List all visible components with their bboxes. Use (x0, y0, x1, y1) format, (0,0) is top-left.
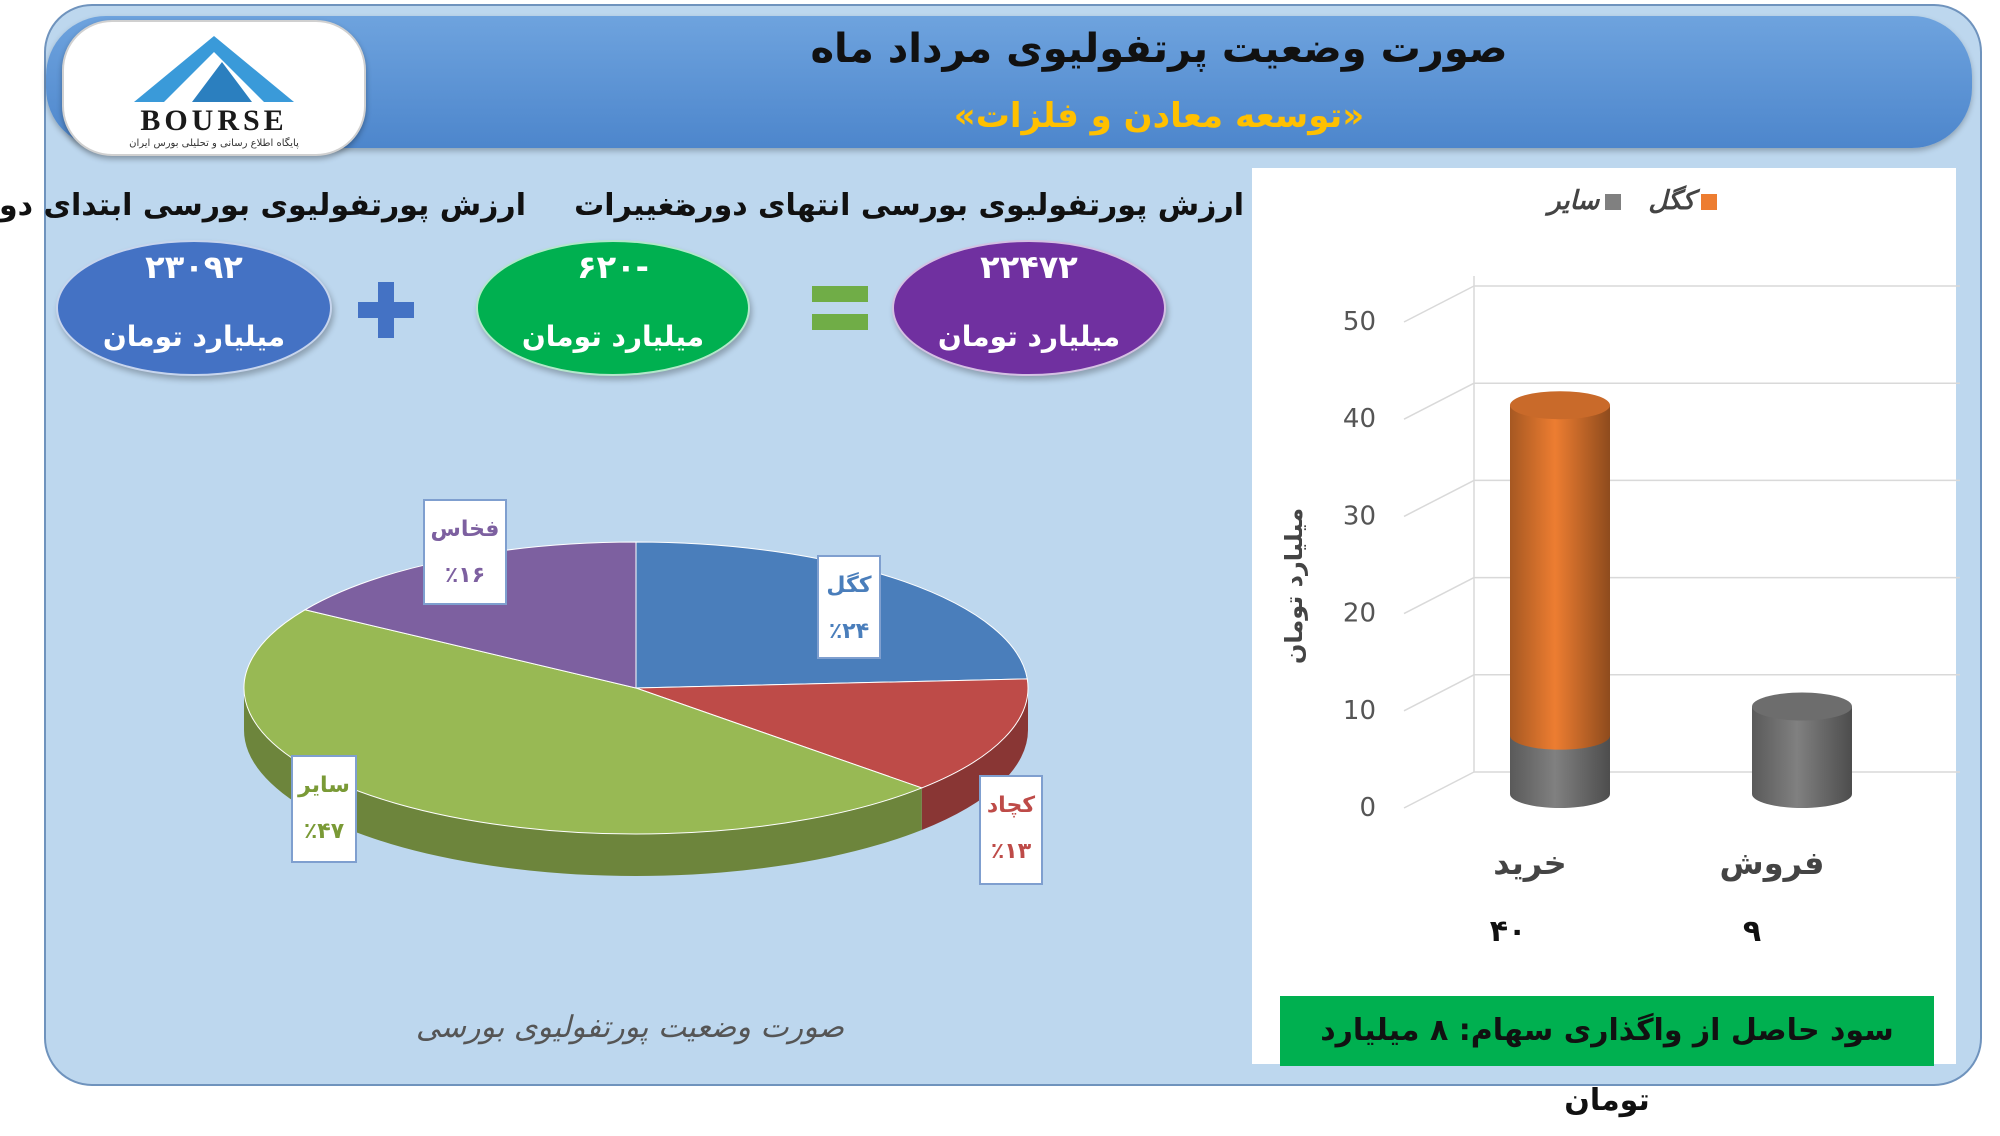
y-tick-label-5: 50 (1343, 307, 1376, 337)
bar-cap-0 (1510, 391, 1610, 420)
change-value: -۶۲۰ (577, 248, 649, 286)
bar-legend: کگل سایر (1530, 186, 1717, 216)
pie-label-value-3: ٪۱۶ (445, 563, 485, 588)
trade-bar-chart: 0 10 20 30 40 50 (1343, 276, 1960, 823)
pie-label-box-0 (817, 555, 881, 659)
bar-y-axis-title: میلیارد تومان (1280, 507, 1308, 665)
pie-label-value-1: ٪۱۳ (991, 839, 1032, 864)
category-value-buy: ۴۰ (1489, 914, 1527, 949)
grid-diag-3 (1403, 479, 1475, 518)
y-tick-label-3: 30 (1343, 501, 1376, 531)
logo-word: BOURSE (140, 104, 288, 137)
legend-item-other: سایر (1548, 186, 1622, 216)
page-title: صورت وضعیت پرتفولیوی مرداد ماه (810, 26, 1508, 72)
pie-slice-1 (635, 678, 1029, 789)
y-tick-label-2: 20 (1343, 599, 1376, 629)
plus-icon (358, 282, 414, 338)
page-subtitle: «توسعه معادن و فلزات» (953, 96, 1365, 136)
bar-1-series-0 (1752, 706, 1852, 808)
y-tick-label-0: 0 (1359, 793, 1376, 823)
start-value-unit: میلیارد تومان (102, 320, 286, 353)
end-value-label: ارزش پورتفولیوی بورسی انتهای دوره (678, 188, 1244, 223)
pie-side-1 (921, 688, 1028, 830)
header-banner: صورت وضعیت پرتفولیوی مرداد ماه «توسعه مع… (46, 16, 1972, 148)
pie-slice-2 (243, 609, 924, 835)
change-ellipse: -۶۲۰ میلیارد تومان (476, 240, 750, 376)
pie-label-box-1 (979, 775, 1043, 885)
equals-icon (812, 286, 868, 330)
start-value-ellipse: ۲۳۰۹۲ میلیارد تومان (56, 240, 332, 376)
y-tick-label-1: 10 (1343, 696, 1376, 726)
bar-0-series-1 (1510, 405, 1610, 750)
start-value-label: ارزش پورتفولیوی بورسی ابتدای دوره (0, 188, 526, 223)
category-label-buy: خرید (1493, 844, 1567, 882)
end-value-ellipse: ۲۲۴۷۲ میلیارد تومان (892, 240, 1166, 376)
legend-item-kegl: کگل (1648, 186, 1717, 216)
pie-label-name-2: سایر (297, 773, 350, 798)
pie-side-2 (243, 688, 922, 876)
y-tick-label-4: 40 (1343, 404, 1376, 434)
pie-label-value-0: ٪۲۴ (829, 619, 869, 644)
pie-label-name-3: فخاس (431, 517, 500, 542)
pie-label-box-2 (291, 755, 357, 863)
bar-cap-1 (1752, 692, 1852, 721)
legend-label-other: سایر (1548, 186, 1600, 216)
bar-0-series-0 (1510, 735, 1610, 808)
grid-diag-2 (1403, 576, 1475, 615)
pie-label-box-3 (423, 499, 507, 605)
logo-mountain-icon (134, 36, 294, 102)
logo: BOURSE پایگاه اطلاع رسانی و تحلیلی بورس … (62, 20, 366, 156)
change-unit: میلیارد تومان (521, 320, 705, 353)
pie-chart-title: صورت وضعیت پورتفولیوی بورسی (415, 1010, 845, 1045)
category-value-sell: ۹ (1742, 914, 1762, 949)
pie-label-name-1: کچاد (987, 793, 1035, 818)
start-value: ۲۳۰۹۲ (145, 248, 243, 286)
profit-note: سود حاصل از واگذاری سهام: ۸ میلیارد توما… (1280, 996, 1934, 1118)
end-value-unit: میلیارد تومان (937, 320, 1121, 353)
portfolio-pie-chart: کگل ٪۲۴ کچاد ٪۱۳ سایر ٪۴۷ فخاس ٪۱۶ (243, 499, 1043, 885)
category-label-sell: فروش (1719, 844, 1825, 882)
logo-tagline: پایگاه اطلاع رسانی و تحلیلی بورس ایران (129, 138, 299, 149)
pie-label-name-0: کگل (826, 571, 871, 598)
grid-diag-4 (1403, 382, 1475, 420)
grid-diag-5 (1403, 285, 1475, 323)
end-value: ۲۲۴۷۲ (980, 248, 1078, 286)
legend-label-kegl: کگل (1648, 186, 1695, 216)
change-label: تغییرات (574, 188, 686, 223)
grid-diag-0 (1403, 771, 1475, 809)
pie-label-value-2: ٪۴۷ (304, 819, 345, 844)
grid-diag-1 (1403, 674, 1475, 712)
